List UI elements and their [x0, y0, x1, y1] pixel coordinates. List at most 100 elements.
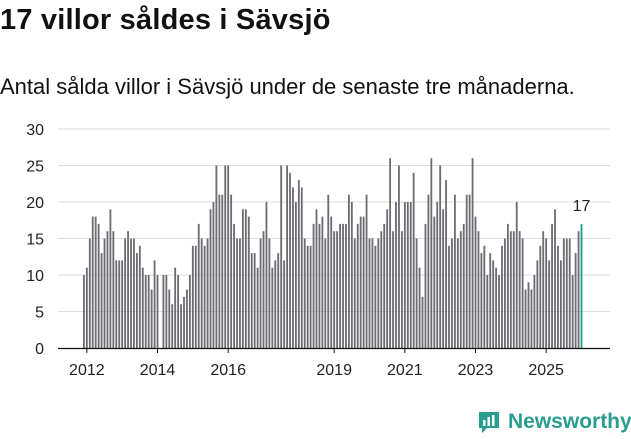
bar: [362, 216, 365, 348]
bar: [197, 223, 200, 348]
bar: [486, 275, 489, 348]
bar: [336, 231, 339, 348]
x-tick-label-2016: 2016: [210, 362, 246, 379]
bar: [489, 253, 492, 348]
bar: [188, 275, 191, 348]
bar: [191, 245, 194, 348]
bar: [577, 231, 580, 348]
bar: [386, 209, 389, 348]
bar: [427, 194, 430, 348]
bar: [280, 165, 283, 348]
bar: [330, 216, 333, 348]
bar: [398, 165, 400, 348]
y-tick-label-25: 25: [26, 159, 44, 176]
bar: [321, 216, 324, 348]
bar: [453, 194, 456, 348]
bar: [221, 194, 224, 348]
bar: [209, 209, 212, 348]
bar: [501, 245, 503, 348]
bar: [289, 172, 291, 348]
bar: [183, 296, 185, 348]
bar: [141, 267, 144, 348]
bar: [559, 260, 562, 348]
bar: [392, 231, 394, 348]
bar: [277, 253, 280, 348]
chart-subtitle: Antal sålda villor i Sävsjö under de sen…: [0, 74, 575, 99]
bar: [115, 260, 118, 348]
bar: [389, 158, 392, 348]
x-tick-label-2025: 2025: [528, 362, 564, 379]
bar: [542, 231, 545, 348]
y-tick-label-30: 30: [26, 122, 44, 139]
bar: [224, 165, 227, 348]
bar: [256, 267, 259, 348]
bar: [88, 238, 91, 348]
bar: [495, 267, 498, 348]
bar: [530, 289, 533, 348]
bar: [247, 216, 250, 348]
bar: [515, 202, 518, 348]
bar: [474, 216, 477, 348]
bar: [380, 231, 383, 348]
bar: [545, 238, 548, 348]
bar: [124, 238, 127, 348]
y-tick-label-0: 0: [35, 341, 44, 358]
bar: [112, 231, 115, 348]
bar: [236, 238, 238, 348]
bar: [250, 253, 253, 348]
bar: [433, 216, 436, 348]
bar: [300, 187, 303, 348]
bar: [174, 267, 177, 348]
bar: [504, 238, 506, 348]
bar: [421, 296, 424, 348]
bar: [342, 223, 344, 348]
bar: [480, 253, 483, 348]
bar: [521, 238, 524, 348]
bar: [403, 202, 406, 348]
bar: [100, 253, 103, 348]
bar: [206, 238, 209, 348]
bar: [162, 275, 165, 348]
bar: [533, 275, 536, 348]
bar: [339, 223, 341, 348]
x-tick-label-2019: 2019: [316, 362, 352, 379]
bar: [333, 231, 336, 348]
bar: [171, 304, 174, 348]
bar: [244, 209, 247, 348]
bar: [97, 223, 100, 348]
bar: [327, 194, 330, 348]
newsworthy-logo[interactable]: Newsworthy: [476, 408, 631, 436]
bar: [121, 260, 124, 348]
bar: [138, 245, 141, 348]
bar: [418, 267, 421, 348]
bar: [156, 275, 159, 348]
bar: [448, 245, 450, 348]
bar: [518, 231, 521, 348]
bar: [498, 275, 500, 348]
x-tick-label-2014: 2014: [140, 362, 176, 379]
bar: [430, 158, 433, 348]
bar: [212, 202, 215, 348]
bar: [286, 165, 288, 348]
bar: [200, 238, 203, 348]
bar: [306, 245, 309, 348]
bar: [492, 260, 495, 348]
bar: [471, 158, 474, 348]
bar: [82, 275, 85, 348]
bar: [477, 231, 480, 348]
bar: [554, 209, 556, 348]
bar: [536, 260, 539, 348]
bar: [203, 245, 206, 348]
bar: [315, 209, 318, 348]
bar: [527, 282, 530, 348]
bar: [365, 194, 368, 348]
bar: [409, 202, 412, 348]
bar: [345, 223, 347, 348]
bar: [371, 238, 374, 348]
last-value-label: 17: [573, 198, 591, 215]
bar: [241, 209, 244, 348]
bar: [109, 209, 112, 348]
bar: [265, 202, 268, 348]
bar: [133, 238, 135, 348]
bar: [347, 194, 350, 348]
